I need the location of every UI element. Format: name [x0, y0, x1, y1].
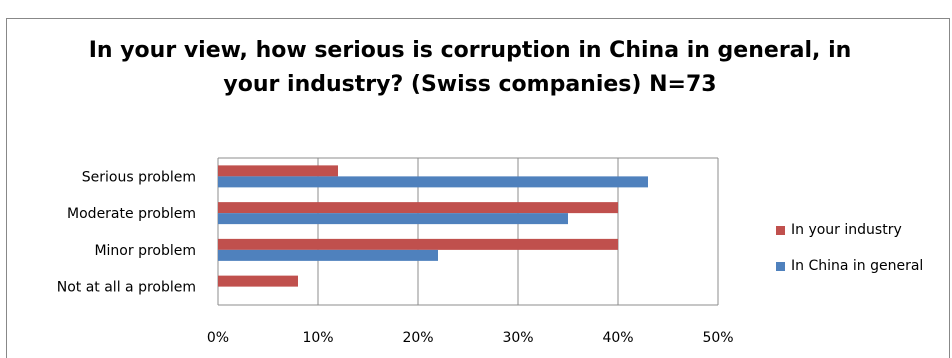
- y-category-label: Serious problem: [82, 169, 196, 185]
- bar-in-your-industry: [218, 275, 298, 287]
- x-tick-label: 50%: [702, 330, 733, 346]
- legend-item-in-your-industry: In your industry: [776, 222, 902, 238]
- chart-title-line1: In your view, how serious is corruption …: [88, 38, 852, 63]
- chart-title-line2: your industry? (Swiss companies) N=73: [223, 72, 717, 97]
- y-category-label: Minor problem: [94, 243, 196, 259]
- legend-item-in-china-in-general: In China in general: [776, 258, 923, 274]
- x-tick-label: 30%: [502, 330, 533, 346]
- bar-in-your-industry: [218, 202, 618, 214]
- bar-in-china-in-general: [218, 176, 648, 188]
- legend-swatch-in-china-in-general: [776, 261, 785, 271]
- x-tick-label: 10%: [302, 330, 333, 346]
- y-category-label: Moderate problem: [67, 206, 196, 222]
- bar-in-your-industry: [218, 238, 618, 250]
- bar-in-your-industry: [218, 165, 338, 177]
- x-tick-label: 40%: [602, 330, 633, 346]
- bar-in-china-in-general: [218, 213, 568, 225]
- chart-frame: [6, 18, 950, 358]
- legend-label-in-your-industry: In your industry: [791, 222, 902, 238]
- legend-swatch-in-your-industry: [776, 225, 785, 235]
- x-tick-label: 20%: [402, 330, 433, 346]
- bar-in-china-in-general: [218, 249, 438, 261]
- x-tick-label: 0%: [207, 330, 229, 346]
- legend-label-in-china-in-general: In China in general: [791, 258, 924, 274]
- y-category-label: Not at all a problem: [57, 280, 196, 296]
